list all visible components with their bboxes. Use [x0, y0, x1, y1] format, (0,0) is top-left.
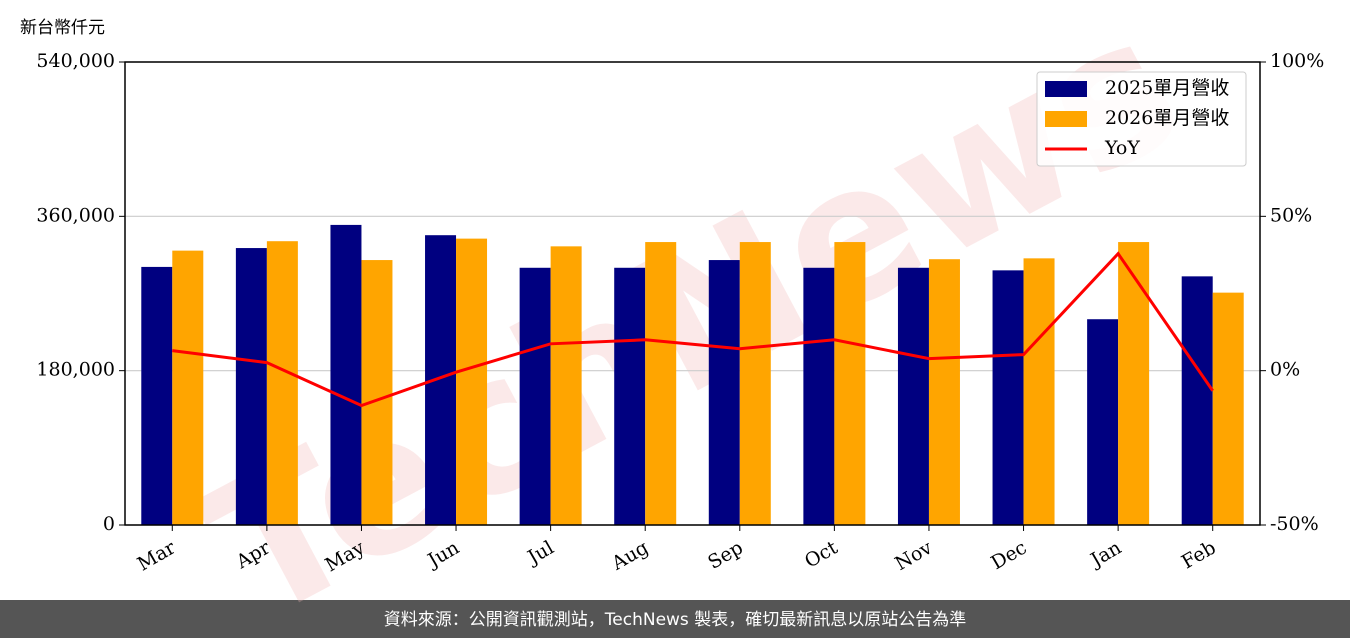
bar: [834, 242, 866, 526]
y2-tick-label: 50%: [1270, 204, 1312, 226]
bar: [803, 267, 835, 525]
legend-box: [1036, 71, 1247, 167]
bar: [550, 246, 582, 525]
bar: [645, 242, 677, 526]
bar: [1118, 242, 1150, 526]
bar: [361, 260, 393, 525]
bar: [330, 224, 362, 525]
plot-frame: [124, 61, 1261, 526]
bar: [172, 250, 204, 525]
source-note: 資料來源：公開資訊觀測站，TechNews 製表，確切最新訊息以原站公告為準: [384, 610, 966, 630]
bar: [1023, 258, 1055, 525]
x-tick-label: Mar: [134, 536, 180, 575]
bar: [708, 260, 740, 525]
x-tick-label: Jul: [522, 537, 557, 570]
legend-swatch: [1045, 81, 1087, 97]
bar: [1087, 319, 1119, 525]
y-tick-label: 0: [103, 513, 115, 535]
legend-swatch: [1045, 111, 1087, 127]
bar: [897, 267, 929, 525]
x-tick-label: Aug: [607, 537, 652, 576]
y2-tick-label: 0%: [1270, 359, 1300, 381]
bar: [928, 259, 960, 525]
x-tick-label: Oct: [801, 536, 842, 572]
y-tick-label: 180,000: [36, 359, 115, 381]
line: [172, 251, 1214, 408]
legend-label: 2026單月營收: [1105, 107, 1229, 129]
bar: [739, 242, 771, 526]
x-tick-label: Dec: [987, 537, 1030, 575]
y-tick-label: 360,000: [36, 204, 115, 226]
y-tick-label: 540,000: [36, 50, 115, 72]
x-tick-label: Jan: [1085, 537, 1125, 573]
y2-tick-label: -50%: [1270, 513, 1319, 535]
y2-tick-label: 100%: [1270, 50, 1324, 72]
bar: [266, 241, 298, 525]
bar: [456, 238, 488, 526]
bar: [1181, 276, 1213, 525]
legend-label: YoY: [1104, 137, 1140, 159]
y-axis-label: 新台幣仟元: [20, 18, 105, 38]
footer: [0, 600, 1350, 638]
bar: [1212, 292, 1244, 525]
x-tick-label: Nov: [891, 536, 936, 575]
x-tick-label: Feb: [1178, 537, 1220, 574]
bar: [992, 270, 1024, 525]
bar: [235, 248, 267, 525]
bar: [614, 267, 646, 525]
bar: [141, 266, 173, 525]
bar: [519, 267, 551, 525]
x-tick-label: Sep: [704, 537, 747, 574]
legend-label: 2025單月營收: [1105, 77, 1229, 99]
